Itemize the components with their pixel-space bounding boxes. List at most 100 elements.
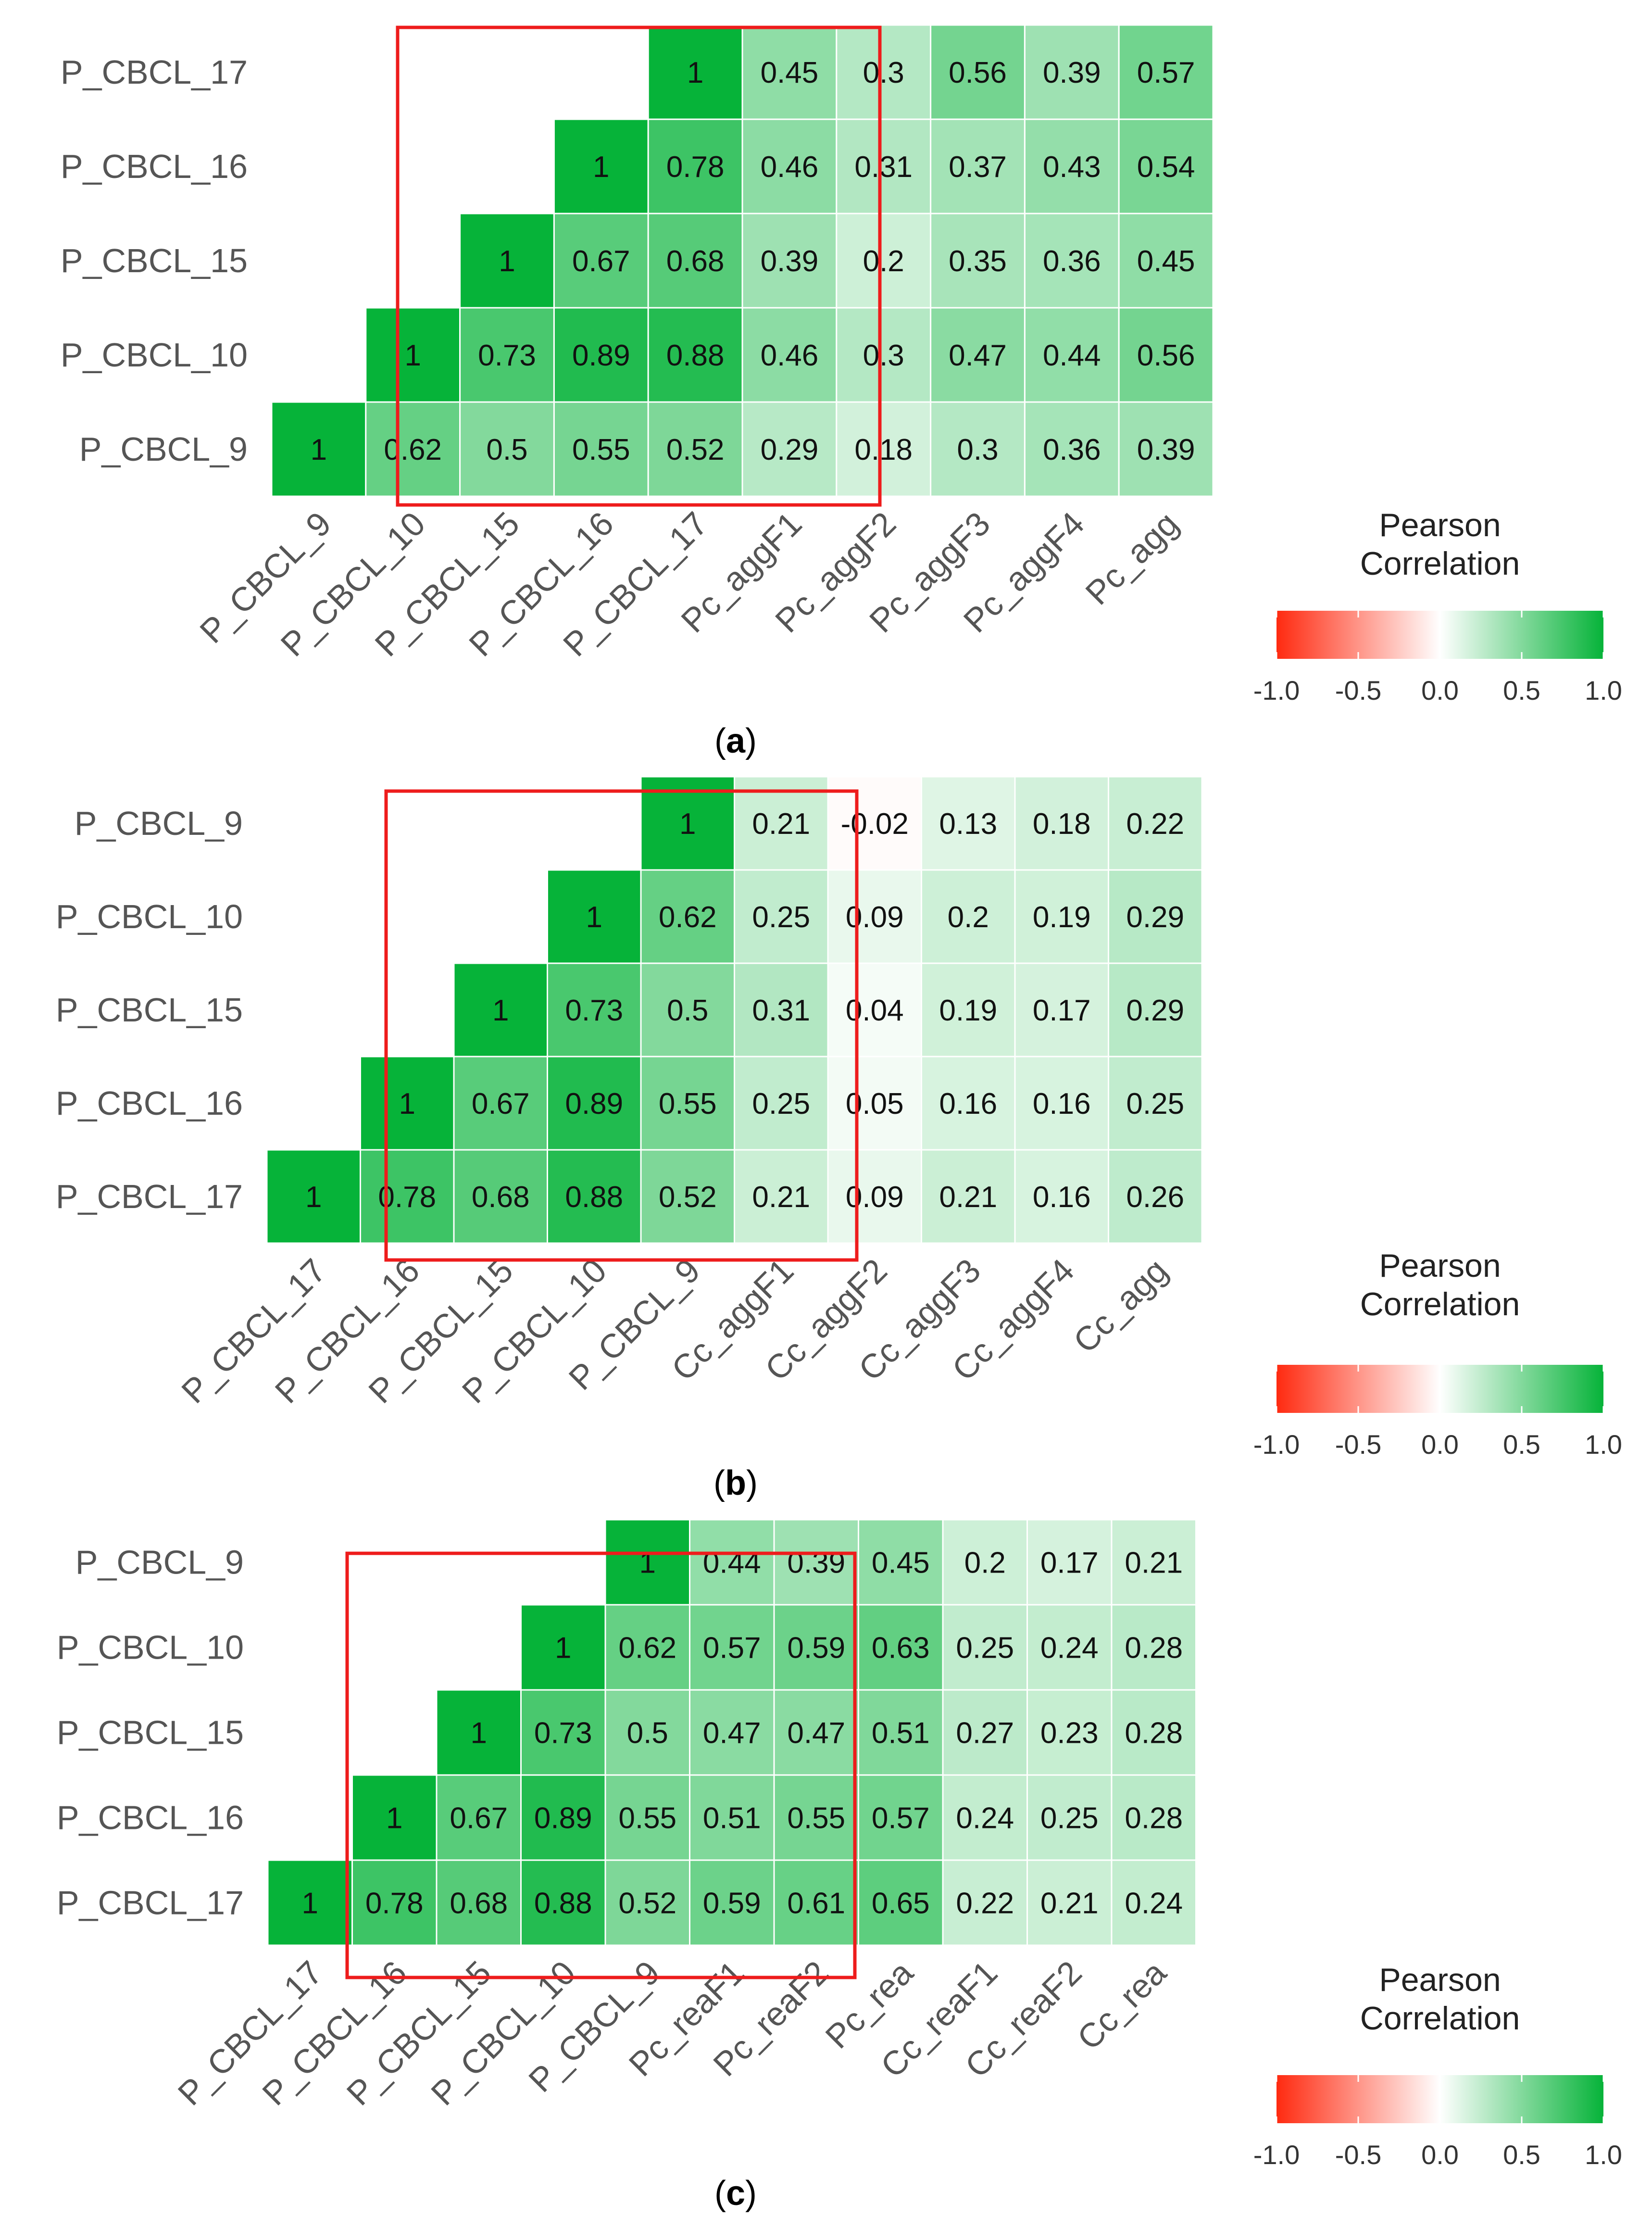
- heatmap-cell: [942, 1774, 1028, 1861]
- cell-value-label: 0.31: [752, 994, 810, 1027]
- heatmap-cell: [604, 1774, 690, 1861]
- cell-value-label: 0.21: [1125, 1547, 1183, 1580]
- legend-tick-label: -1.0: [1253, 2140, 1300, 2170]
- cell-value-label: 0.19: [1033, 901, 1091, 934]
- cell-value-label: 0.88: [534, 1887, 592, 1920]
- cell-value-label: 0.57: [703, 1632, 761, 1665]
- cell-value-label: 0.28: [1125, 1802, 1183, 1835]
- legend-title-line2: Correlation: [1360, 545, 1520, 582]
- cell-value-label: 1: [586, 901, 602, 934]
- y-tick-label: P_CBCL_15: [56, 991, 243, 1029]
- cell-value-label: 0.59: [703, 1887, 761, 1920]
- cell-value-label: 0.2: [964, 1547, 1006, 1580]
- cell-value-label: 0.27: [956, 1717, 1014, 1750]
- heatmap-cell: [1024, 401, 1120, 497]
- heatmap-cell: [1111, 1604, 1197, 1691]
- cell-value-label: 1: [492, 994, 509, 1027]
- legend-colorbar: [1277, 611, 1603, 659]
- heatmap-cell: [1014, 962, 1109, 1058]
- heatmap-cell: [604, 1604, 690, 1691]
- cell-value-label: 0.68: [666, 245, 725, 278]
- cell-value-label: 0.52: [666, 433, 725, 466]
- y-tick-label: P_CBCL_9: [79, 430, 248, 468]
- cell-value-label: 1: [555, 1632, 571, 1665]
- heatmap-cell: [266, 1149, 361, 1244]
- legend-tick-label: -0.5: [1335, 675, 1382, 705]
- cell-value-label: 0.19: [939, 994, 997, 1027]
- cell-value-label: 0.45: [872, 1547, 930, 1580]
- cell-value-label: 0.09: [846, 1181, 904, 1214]
- cell-value-label: 1: [302, 1887, 318, 1920]
- heatmap-cell: [689, 1519, 775, 1606]
- y-tick-label: P_CBCL_9: [75, 805, 243, 842]
- cell-value-label: 0.45: [761, 56, 819, 89]
- heatmap-cell: [547, 869, 642, 964]
- y-tick-label: P_CBCL_10: [61, 336, 248, 374]
- cell-value-label: 0.51: [703, 1802, 761, 1835]
- y-tick-label: P_CBCL_9: [75, 1544, 244, 1581]
- cell-value-label: 0.29: [761, 433, 819, 466]
- heatmap-cell: [647, 307, 743, 403]
- caption-letter: c: [726, 2174, 745, 2213]
- heatmap-cell: [1118, 24, 1214, 120]
- heatmap-cell: [827, 869, 922, 964]
- legend-tick-label: 0.5: [1503, 2140, 1540, 2170]
- cell-value-label: 0.16: [1033, 1087, 1091, 1121]
- heatmap-cell: [453, 1149, 548, 1244]
- cell-value-label: 0.88: [565, 1181, 623, 1214]
- caption-close-paren: ): [746, 1464, 758, 1502]
- heatmap-cell: [689, 1604, 775, 1691]
- legend-tick-label: 1.0: [1585, 1429, 1622, 1460]
- cell-value-label: 0.23: [1040, 1717, 1099, 1750]
- cell-value-label: 0.37: [949, 151, 1007, 184]
- y-tick-label: P_CBCL_10: [57, 1629, 244, 1666]
- heatmap-cell: [436, 1774, 522, 1861]
- heatmap-cell: [647, 401, 743, 497]
- cell-value-label: 0.39: [1043, 56, 1101, 89]
- cell-value-label: 0.88: [666, 339, 725, 372]
- heatmap-cell: [267, 1859, 353, 1946]
- cell-value-label: 1: [305, 1181, 322, 1214]
- cell-value-label: 0.57: [1137, 56, 1195, 89]
- cell-value-label: 0.3: [957, 433, 998, 466]
- legend-title-line1: Pearson: [1379, 1962, 1501, 1998]
- cell-value-label: 0.05: [846, 1087, 904, 1121]
- heatmap-cell: [930, 213, 1026, 309]
- cell-value-label: 0.54: [1137, 151, 1195, 184]
- cell-value-label: 0.62: [659, 901, 717, 934]
- cell-value-label: 1: [499, 245, 515, 278]
- cell-value-label: 0.89: [534, 1802, 592, 1835]
- cell-value-label: 0.46: [761, 339, 819, 372]
- cell-value-label: 0.17: [1033, 994, 1091, 1027]
- heatmap-cell: [836, 401, 932, 497]
- y-tick-label: P_CBCL_15: [61, 242, 248, 279]
- cell-value-label: 0.21: [1040, 1887, 1099, 1920]
- heatmap-cell: [1111, 1689, 1197, 1776]
- panel-caption: (c): [714, 2174, 757, 2213]
- heatmap-cell: [547, 1056, 642, 1151]
- heatmap-cell: [858, 1689, 944, 1776]
- caption-open-paren: (: [714, 722, 726, 760]
- heatmap-cell: [1024, 118, 1120, 214]
- cell-value-label: -0.02: [841, 807, 909, 841]
- heatmap-cell: [827, 1149, 922, 1244]
- heatmap-cell: [640, 1056, 735, 1151]
- caption-open-paren: (: [713, 1464, 725, 1502]
- heatmap-cell: [689, 1689, 775, 1776]
- heatmap-cell: [640, 869, 735, 964]
- y-tick-label: P_CBCL_16: [57, 1799, 244, 1837]
- heatmap-cell: [921, 962, 1016, 1058]
- y-tick-label: P_CBCL_16: [56, 1084, 243, 1122]
- cell-value-label: 0.51: [872, 1717, 930, 1750]
- heatmap-cell: [647, 24, 743, 120]
- cell-value-label: 0.89: [565, 1087, 623, 1121]
- cell-value-label: 0.29: [1126, 901, 1184, 934]
- cell-value-label: 0.16: [1033, 1181, 1091, 1214]
- cell-value-label: 0.67: [472, 1087, 530, 1121]
- heatmap-cell: [1108, 962, 1203, 1058]
- caption-close-paren: ): [745, 2174, 757, 2213]
- heatmap-cell: [604, 1689, 690, 1776]
- heatmap-cell: [1111, 1774, 1197, 1861]
